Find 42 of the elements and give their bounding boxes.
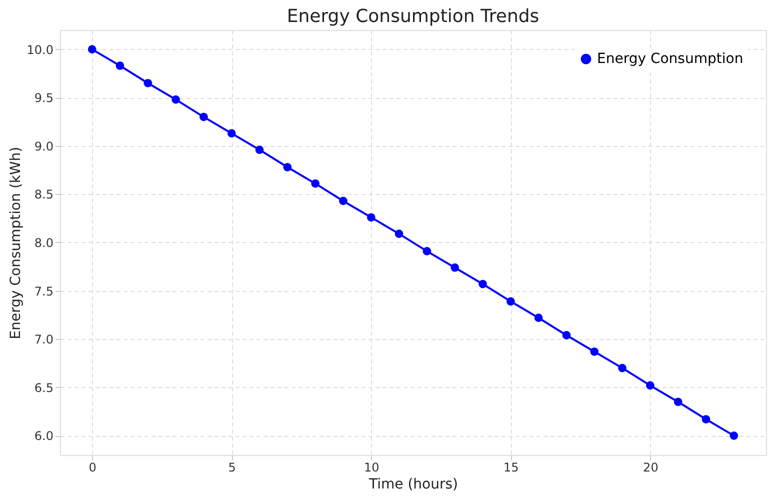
x-tick-label: 20 <box>643 460 658 474</box>
point <box>144 78 152 88</box>
point <box>227 129 236 138</box>
point <box>366 213 376 222</box>
y-tick-label: 7.5 <box>34 284 54 298</box>
point <box>562 331 571 340</box>
y-tick-label: 8.5 <box>34 188 54 202</box>
point <box>450 263 460 272</box>
point <box>283 162 292 172</box>
point <box>116 62 124 70</box>
point <box>730 432 738 440</box>
chart-title: Energy Consumption Trends <box>286 6 540 27</box>
y-axis-title: Energy Consumption (kWh) <box>8 146 24 340</box>
point <box>311 179 320 188</box>
point <box>590 347 599 356</box>
point <box>422 247 432 256</box>
x-tick-label: 10 <box>364 460 380 474</box>
point <box>394 230 404 238</box>
x-axis-title: Time (hours) <box>368 476 458 492</box>
x-tick-label: 0 <box>88 460 96 474</box>
point <box>506 297 515 306</box>
y-tick-label: 9.0 <box>34 139 54 154</box>
point <box>618 364 626 372</box>
x-tick-label: 5 <box>228 460 236 474</box>
point <box>255 146 264 154</box>
point <box>674 398 682 406</box>
y-tick-label: 6.0 <box>34 429 54 444</box>
legend-label: Energy Consumption <box>597 51 744 67</box>
point <box>478 280 487 288</box>
y-tick-label: 10.0 <box>26 42 54 57</box>
point <box>88 45 96 54</box>
point <box>200 112 208 122</box>
point <box>172 95 180 104</box>
point <box>702 415 710 424</box>
x-tick-label: 15 <box>504 460 519 474</box>
y-tick-label: 6.5 <box>34 380 54 395</box>
point <box>646 381 654 390</box>
y-tick-label: 8.0 <box>34 236 54 250</box>
y-tick-label: 7.0 <box>34 332 54 347</box>
point <box>534 314 543 322</box>
point <box>339 196 348 206</box>
y-tick-label: 9.5 <box>34 91 54 106</box>
